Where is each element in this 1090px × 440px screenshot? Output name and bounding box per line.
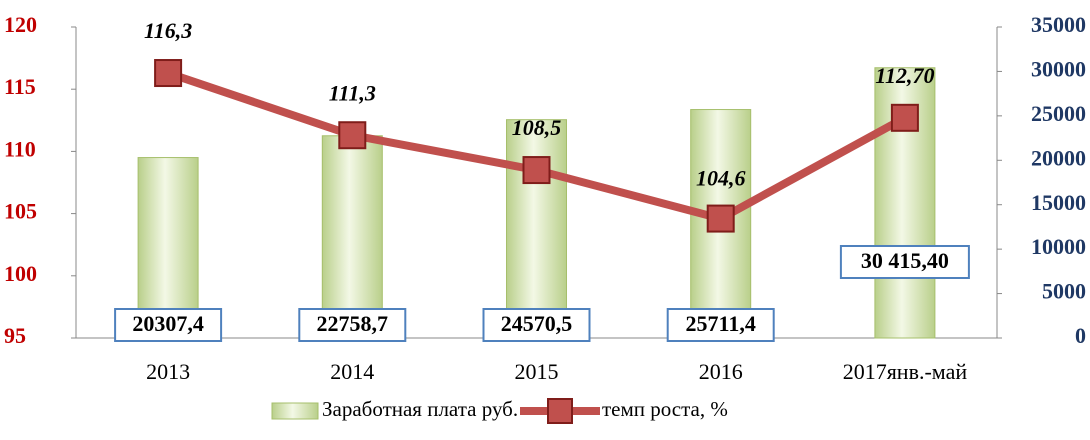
data-label-box <box>482 308 591 342</box>
data-label: 112,70 <box>875 63 934 88</box>
marker <box>522 156 551 185</box>
marker <box>154 59 183 88</box>
bar <box>506 119 567 339</box>
data-label-box <box>666 308 775 342</box>
data-label: 22758,7 <box>317 311 389 336</box>
data-label: 111,3 <box>329 80 376 105</box>
x-tick-label: 2013 <box>146 359 190 384</box>
data-label: 116,3 <box>144 18 192 43</box>
y-tick-label: 100 <box>4 261 37 286</box>
y2-tick-label: 35000 <box>1031 12 1086 37</box>
data-label: 20307,4 <box>132 311 204 336</box>
marker <box>890 103 919 132</box>
data-label: 108,5 <box>512 115 562 140</box>
y2-tick-label: 20000 <box>1031 145 1086 170</box>
data-label: 30 415,40 <box>861 248 949 273</box>
x-tick-label: 2014 <box>330 359 374 384</box>
bar <box>321 135 383 339</box>
data-label: 104,6 <box>696 166 746 191</box>
data-label: 25711,4 <box>686 311 756 336</box>
data-label-box <box>114 308 223 342</box>
x-tick-label: 2015 <box>515 359 559 384</box>
y2-tick-label: 0 <box>1075 323 1086 348</box>
y2-tick-label: 15000 <box>1031 190 1086 215</box>
y-tick-label: 110 <box>4 136 36 161</box>
data-label-box <box>298 308 407 342</box>
data-label: 24570,5 <box>501 311 573 336</box>
y2-tick-label: 5000 <box>1042 279 1086 304</box>
y-tick-label: 105 <box>4 199 37 224</box>
marker <box>706 204 735 233</box>
y2-tick-label: 30000 <box>1031 56 1086 81</box>
y-tick-label: 120 <box>4 12 37 37</box>
data-label-box <box>839 245 970 279</box>
legend-label: Заработная плата руб. <box>322 397 518 421</box>
y-tick-label: 95 <box>4 323 26 348</box>
bar <box>137 157 199 339</box>
y-tick-label: 115 <box>4 74 36 99</box>
y2-tick-label: 25000 <box>1031 101 1086 126</box>
x-tick-label: 2017янв.-май <box>843 359 968 384</box>
legend-swatch <box>547 398 573 424</box>
legend-swatch <box>271 402 319 420</box>
y2-tick-label: 10000 <box>1031 234 1086 259</box>
legend-label: темп роста, % <box>602 397 728 421</box>
x-tick-label: 2016 <box>699 359 743 384</box>
marker <box>338 121 367 150</box>
